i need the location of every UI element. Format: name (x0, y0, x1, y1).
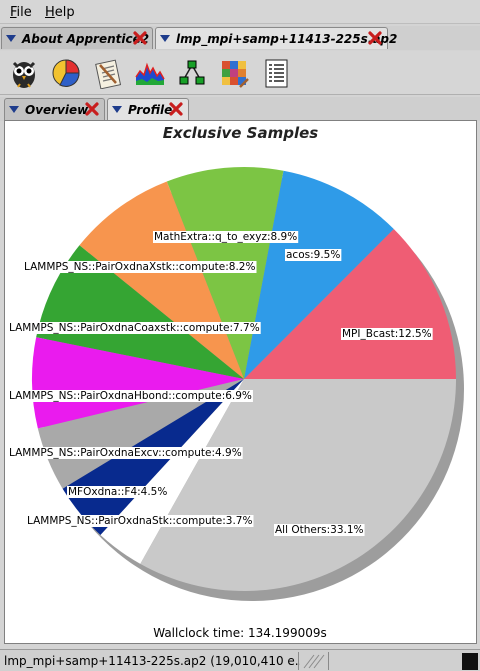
status-separator (298, 652, 299, 670)
pie-chart-icon[interactable] (48, 55, 84, 91)
menu-file[interactable]: File (10, 5, 32, 20)
slice-label: MPI_Bcast:12.5% (342, 328, 432, 340)
slice-label-background (8, 322, 261, 334)
slice-label: MFOxdna::F4:4.5% (68, 486, 167, 498)
clipboard-icon[interactable] (90, 55, 126, 91)
slice-label-background (274, 524, 365, 536)
close-icon[interactable] (168, 101, 184, 117)
slice-label-background (26, 515, 254, 527)
tab-about-apprentice2[interactable]: About Apprentice2 (1, 27, 153, 49)
file-tab-bar: About Apprentice2 lmp_mpi+samp+11413-225… (0, 26, 480, 50)
close-icon[interactable] (84, 101, 100, 117)
tab-overview[interactable]: Overview (4, 98, 105, 120)
view-tab-bar: Overview Profile (0, 97, 480, 121)
slice-label-background (153, 231, 299, 243)
status-text: lmp_mpi+samp+11413-225s.ap2 (19,010,410 … (4, 654, 300, 668)
slice-label: acos:9.5% (286, 249, 340, 261)
dropdown-triangle-icon[interactable] (160, 35, 170, 42)
pie-chart: MPI_Bcast:12.5% acos:9.5% MathExtra::q_to_… (8, 166, 464, 601)
close-icon[interactable] (367, 30, 383, 46)
tab-profile-file[interactable]: lmp_mpi+samp+11413-225s.ap2 (155, 27, 397, 49)
slice-label-background (8, 447, 243, 459)
pie-slice[interactable] (36, 245, 245, 379)
slice-label-background (285, 249, 342, 261)
pie-slice[interactable] (37, 379, 245, 489)
pie-slice[interactable] (244, 170, 394, 379)
chart-title: Exclusive Samples (162, 124, 319, 142)
pie-slice[interactable] (244, 228, 456, 379)
owl-icon[interactable] (6, 55, 42, 91)
wallclock-time: Wallclock time: 134.199009s (153, 626, 327, 640)
menu-help[interactable]: Help (45, 5, 75, 20)
pie-slice[interactable] (140, 379, 456, 592)
slice-label: MathExtra::q_to_exyz:8.9% (154, 231, 297, 243)
tree-icon[interactable] (174, 55, 210, 91)
report-icon[interactable] (258, 55, 294, 91)
slice-label-background (23, 261, 257, 273)
dropdown-triangle-icon[interactable] (9, 106, 19, 113)
slice-label: All Others:33.1% (275, 524, 364, 536)
slice-label: LAMMPS_NS::PairOxdnaStk::compute:3.7% (27, 515, 252, 527)
status-indicator (462, 653, 478, 670)
status-separator (328, 652, 329, 670)
status-bar: lmp_mpi+samp+11413-225s.ap2 (19,010,410 … (0, 649, 480, 671)
slice-label-background (341, 328, 433, 340)
histogram-icon[interactable] (132, 55, 168, 91)
dropdown-triangle-icon[interactable] (112, 106, 122, 113)
chart-panel: Exclusive Samples MPI_Bcast:12.5% acos:9.… (4, 120, 477, 644)
tab-profile[interactable]: Profile (107, 98, 189, 120)
slice-label-background (67, 486, 169, 498)
slice-label: LAMMPS_NS::PairOxdnaHbond::compute:6.9% (9, 390, 252, 402)
heatmap-icon[interactable] (216, 55, 252, 91)
slice-label-background (8, 390, 253, 402)
slice-label: LAMMPS_NS::PairOxdnaCoaxstk::compute:7.7… (9, 322, 260, 334)
toolbar (0, 51, 480, 95)
slice-label: LAMMPS_NS::PairOxdnaExcv::compute:4.9% (9, 447, 242, 459)
resize-grip-icon[interactable] (300, 653, 326, 669)
dropdown-triangle-icon[interactable] (6, 35, 16, 42)
menu-bar: File Help (0, 0, 480, 24)
close-icon[interactable] (132, 30, 148, 46)
pie-slice[interactable] (32, 337, 244, 429)
slice-label: LAMMPS_NS::PairOxdnaXstk::compute:8.2% (24, 261, 255, 273)
